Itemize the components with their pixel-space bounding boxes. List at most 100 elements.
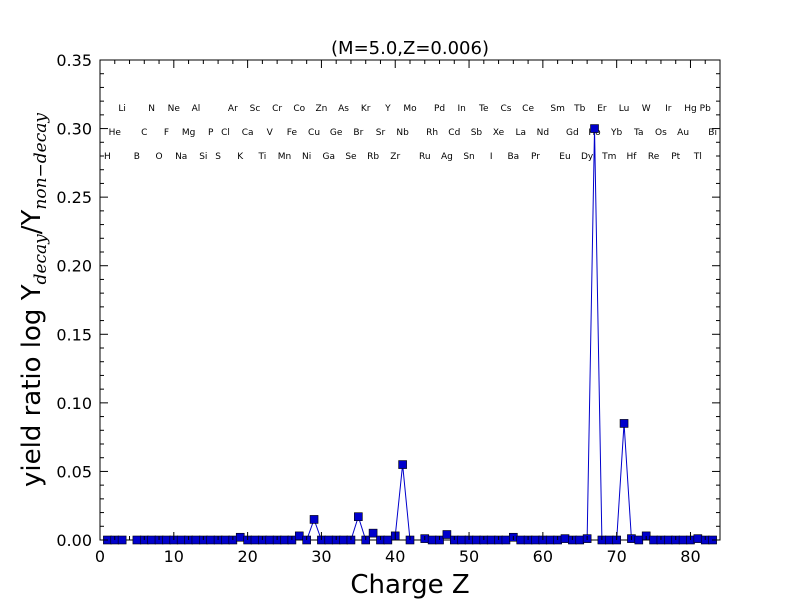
element-label: Ga bbox=[323, 152, 336, 162]
element-label: He bbox=[109, 128, 122, 138]
element-label: Xe bbox=[493, 128, 505, 138]
element-label: La bbox=[515, 128, 526, 138]
element-label: Ti bbox=[258, 152, 267, 162]
data-point bbox=[590, 124, 599, 133]
element-label: Sc bbox=[250, 104, 261, 114]
element-label: Sn bbox=[463, 152, 474, 162]
data-point bbox=[324, 535, 334, 545]
element-label: N bbox=[148, 104, 155, 114]
element-label: Dy bbox=[581, 152, 594, 162]
data-point bbox=[501, 535, 511, 545]
element-label: Co bbox=[293, 104, 305, 114]
data-point bbox=[486, 535, 496, 545]
element-label: K bbox=[237, 152, 244, 162]
element-labels: H He Li B C N O F Ne Na Mg Al Si P S Cl Ar K Ca Sc Ti V Cr Mn Fe… bbox=[104, 104, 717, 162]
element-label: Y bbox=[384, 104, 391, 114]
element-label: Pt bbox=[671, 152, 680, 162]
element-label: Au bbox=[677, 128, 689, 138]
y-tick-label: 0.25 bbox=[56, 188, 92, 207]
data-point bbox=[664, 535, 673, 545]
data-point bbox=[162, 535, 171, 545]
element-label: Ca bbox=[242, 128, 254, 138]
element-label: Cu bbox=[308, 128, 320, 138]
element-label: Lu bbox=[619, 104, 630, 114]
element-label: B bbox=[134, 152, 140, 162]
y-tick-label: 0.10 bbox=[56, 394, 92, 413]
y-tick-label: 0.00 bbox=[56, 531, 92, 550]
series-line bbox=[136, 464, 411, 541]
element-label: Sb bbox=[471, 128, 483, 138]
element-label: Pr bbox=[531, 152, 540, 162]
element-label: Tl bbox=[693, 152, 702, 162]
chart-title: (M=5.0,Z=0.006) bbox=[331, 38, 489, 59]
y-axis-label-sub2: non−decay bbox=[31, 113, 51, 210]
element-label: O bbox=[156, 152, 163, 162]
data-point bbox=[531, 535, 540, 545]
element-label: Ar bbox=[228, 104, 238, 114]
element-label: Cd bbox=[448, 128, 460, 138]
element-label: Fe bbox=[287, 128, 298, 138]
element-label: Er bbox=[597, 104, 607, 114]
element-label: Ge bbox=[330, 128, 343, 138]
element-label: Ne bbox=[168, 104, 181, 114]
element-label: Rh bbox=[426, 128, 438, 138]
data-point bbox=[147, 535, 156, 545]
element-label: Tm bbox=[601, 152, 616, 162]
element-label: P bbox=[208, 128, 214, 138]
element-label: Zn bbox=[315, 104, 327, 114]
x-tick-label: 50 bbox=[459, 547, 479, 566]
data-point bbox=[457, 535, 466, 545]
x-tick-label: 80 bbox=[680, 547, 700, 566]
element-label: Cl bbox=[221, 128, 230, 138]
element-label: S bbox=[215, 152, 221, 162]
data-point bbox=[634, 535, 644, 545]
data-point bbox=[693, 534, 703, 543]
element-label: Al bbox=[192, 104, 201, 114]
element-label: Bi bbox=[708, 128, 717, 138]
data-point bbox=[516, 535, 526, 545]
data-point bbox=[383, 535, 393, 545]
x-tick-label: 30 bbox=[311, 547, 331, 566]
element-label: Mn bbox=[278, 152, 291, 162]
element-label: Si bbox=[199, 152, 207, 162]
element-label: Mg bbox=[182, 128, 195, 138]
y-axis-label-sub1: decay bbox=[31, 234, 51, 285]
axes-layer: 0 10 20 30 40 50 60 70 80 0.00 0.05 0.10 0.15 0.20 0.2… bbox=[56, 51, 721, 566]
element-label: Sm bbox=[550, 104, 564, 114]
data-point bbox=[560, 534, 570, 543]
data-point bbox=[117, 535, 127, 545]
element-label: Ba bbox=[507, 152, 519, 162]
y-tick-label: 0.15 bbox=[56, 325, 92, 344]
element-label: W bbox=[642, 104, 651, 114]
element-label: In bbox=[457, 104, 465, 114]
element-label: Re bbox=[648, 152, 660, 162]
x-tick-label: 60 bbox=[533, 547, 553, 566]
element-label: Hg bbox=[684, 104, 696, 114]
series-line bbox=[557, 128, 713, 541]
data-point bbox=[398, 460, 407, 469]
x-tick-label: 10 bbox=[164, 547, 184, 566]
x-tick-label: 70 bbox=[606, 547, 626, 566]
y-tick-label: 0.05 bbox=[56, 462, 92, 481]
data-point bbox=[678, 535, 688, 545]
element-label: I bbox=[490, 152, 493, 162]
element-label: Os bbox=[655, 128, 667, 138]
data-point bbox=[250, 535, 260, 545]
element-label: Mo bbox=[403, 104, 417, 114]
element-label: Te bbox=[478, 104, 489, 114]
element-label: Ta bbox=[633, 128, 644, 138]
element-label: Rb bbox=[367, 152, 379, 162]
y-axis-label-prefix: yield ratio log Y bbox=[17, 284, 47, 487]
data-point bbox=[221, 535, 230, 545]
element-label: Na bbox=[175, 152, 187, 162]
element-label: Ir bbox=[665, 104, 672, 114]
series-layer bbox=[103, 124, 717, 545]
data-point bbox=[339, 535, 348, 545]
x-tick-label: 0 bbox=[95, 547, 105, 566]
data-point bbox=[442, 530, 452, 539]
element-label: Zr bbox=[390, 152, 400, 162]
data-point bbox=[132, 535, 142, 545]
x-tick-label: 20 bbox=[237, 547, 257, 566]
element-label: Tb bbox=[573, 104, 585, 114]
